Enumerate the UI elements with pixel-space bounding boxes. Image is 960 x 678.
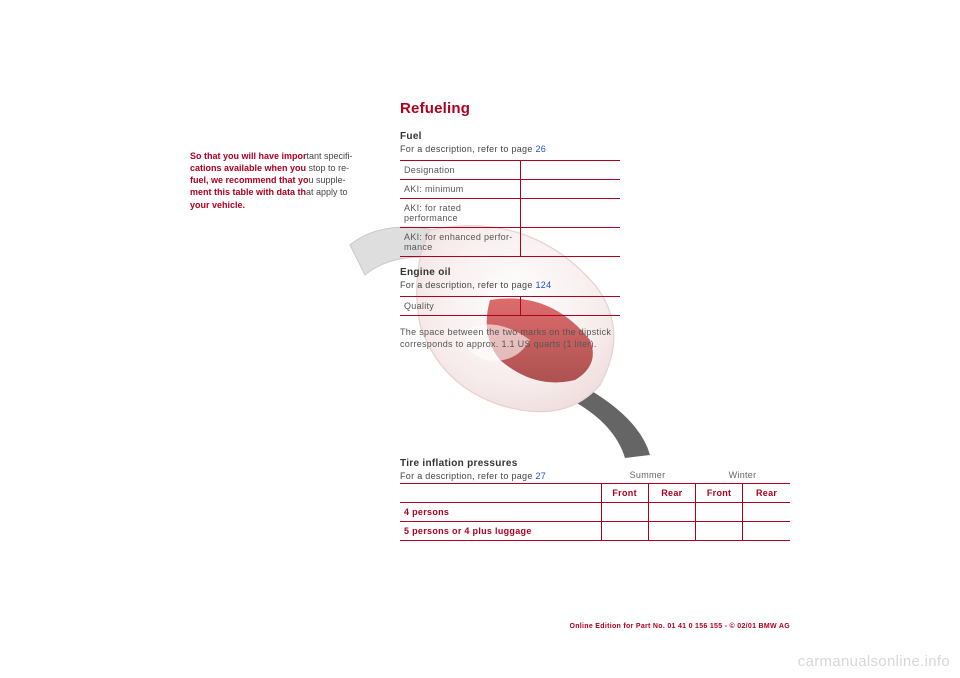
tire-header-row: Tire inflation pressures For a descripti… <box>400 458 790 483</box>
fuel-description: For a description, refer to page 26 <box>400 144 790 154</box>
tire-section: Tire inflation pressures For a descripti… <box>400 458 790 541</box>
table-row: AKI: for enhanced perfor-mance <box>400 228 620 257</box>
table-header-row: Front Rear Front Rear <box>400 484 790 503</box>
fuel-heading: Fuel <box>400 131 790 142</box>
table-row: Designation <box>400 161 620 180</box>
oil-note: The space between the two marks on the d… <box>400 326 620 350</box>
page-title: Refueling <box>400 100 790 117</box>
content-column: Refueling Fuel For a description, refer … <box>400 100 790 362</box>
manual-page: So that you will have important specifi-… <box>190 100 790 630</box>
table-row: AKI: minimum <box>400 180 620 199</box>
oil-description: For a description, refer to page 124 <box>400 280 790 290</box>
tire-table: Front Rear Front Rear 4 persons 5 person… <box>400 483 790 541</box>
table-row: 5 persons or 4 plus luggage <box>400 522 790 541</box>
season-summer: Summer <box>600 470 695 483</box>
tire-heading: Tire inflation pressures <box>400 458 600 469</box>
oil-table: Quality <box>400 296 620 316</box>
table-row: Quality <box>400 297 620 316</box>
table-row: AKI: for rated performance <box>400 199 620 228</box>
page-link[interactable]: 27 <box>535 471 546 481</box>
page-link[interactable]: 124 <box>535 280 551 290</box>
season-winter: Winter <box>695 470 790 483</box>
sidebar-note: So that you will have important specifi-… <box>190 150 380 211</box>
footer-text: Online Edition for Part No. 01 41 0 156 … <box>569 623 790 630</box>
tire-description: For a description, refer to page 27 <box>400 471 600 481</box>
watermark: carmanualsonline.info <box>798 653 950 670</box>
page-link[interactable]: 26 <box>535 144 546 154</box>
fuel-table: Designation AKI: minimum AKI: for rated … <box>400 160 620 257</box>
oil-heading: Engine oil <box>400 267 790 278</box>
table-row: 4 persons <box>400 503 790 522</box>
